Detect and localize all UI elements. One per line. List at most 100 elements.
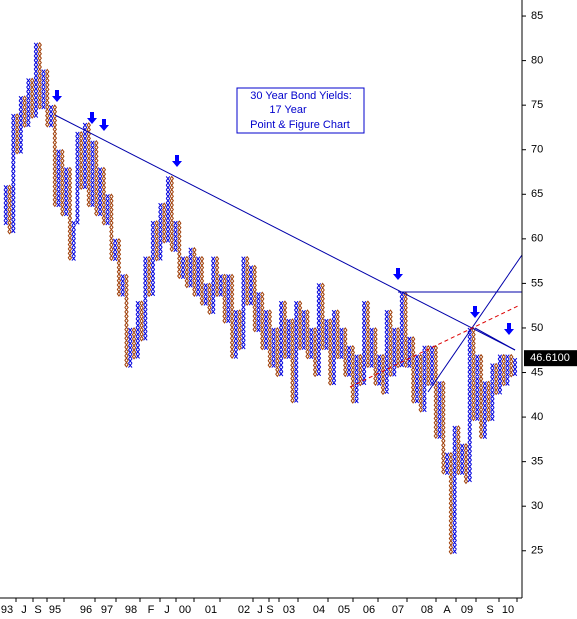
- o-column: [22, 95, 27, 128]
- o-column: [116, 237, 122, 297]
- arrow: [504, 323, 514, 335]
- o-column: [214, 255, 220, 298]
- x-column: [452, 425, 457, 554]
- x-column: [414, 354, 420, 404]
- x-tick-label: F: [148, 604, 155, 616]
- x-column: [444, 452, 450, 476]
- o-column: [37, 41, 42, 110]
- o-column: [192, 246, 197, 298]
- x-column: [135, 300, 140, 359]
- title-box: [236, 87, 365, 134]
- arrow: [52, 90, 62, 102]
- x-column: [241, 256, 246, 350]
- arrow: [99, 119, 109, 131]
- o-column: [335, 309, 340, 360]
- x-column: [18, 95, 24, 154]
- chart-title: 30 Year Bond Yields:: [250, 90, 352, 102]
- o-column: [509, 353, 514, 378]
- y-tick-label: 70: [531, 144, 543, 156]
- o-column: [124, 273, 129, 368]
- o-column: [471, 327, 476, 422]
- x-column: [158, 202, 163, 261]
- chart-title: 17 Year: [269, 104, 307, 116]
- o-column: [229, 273, 235, 359]
- o-column: [478, 353, 484, 440]
- x-column: [63, 167, 69, 217]
- o-column: [86, 122, 91, 208]
- x-tick-label: 96: [80, 604, 92, 616]
- o-column: [260, 291, 265, 351]
- arrow: [470, 306, 480, 318]
- trend-line-dashed: [349, 304, 521, 388]
- x-column: [105, 193, 110, 226]
- x-column: [97, 167, 103, 217]
- y-tick-label: 35: [531, 456, 543, 468]
- x-column: [233, 309, 239, 359]
- o-column: [101, 166, 107, 226]
- o-column: [493, 362, 499, 396]
- x-column: [467, 327, 472, 483]
- chart-title: Point & Figure Chart: [250, 119, 350, 131]
- x-column: [407, 336, 412, 368]
- x-column: [90, 140, 95, 208]
- x-tick-label: 03: [283, 604, 295, 616]
- y-tick-label: 55: [531, 277, 543, 289]
- x-tick-label: J: [21, 604, 27, 616]
- x-column: [475, 354, 480, 422]
- o-column: [380, 353, 386, 396]
- x-column: [3, 185, 8, 226]
- x-column: [211, 256, 216, 315]
- last-value-box: [524, 350, 577, 367]
- x-column: [256, 291, 261, 333]
- x-tick-label: 95: [49, 604, 61, 616]
- x-column: [173, 220, 178, 253]
- x-tick-label: 05: [338, 604, 350, 616]
- x-tick-label: 09: [461, 604, 473, 616]
- o-column: [373, 327, 378, 387]
- x-column: [497, 354, 503, 395]
- x-column: [505, 354, 510, 386]
- x-column: [41, 69, 46, 110]
- x-column: [429, 345, 435, 386]
- o-column: [388, 309, 393, 377]
- arrows: [52, 90, 514, 335]
- x-column: [218, 274, 223, 297]
- last-value-label: 46.6100: [530, 352, 570, 364]
- o-column: [441, 380, 446, 475]
- o-column: [177, 220, 182, 280]
- x-column: [48, 104, 54, 128]
- x-column: [331, 309, 337, 386]
- x-column: [278, 300, 284, 377]
- y-tick-label: 75: [531, 99, 543, 111]
- x-column: [188, 247, 193, 288]
- o-column: [207, 282, 212, 316]
- x-column: [195, 256, 201, 297]
- y-tick-label: 25: [531, 545, 543, 557]
- x-tick-label: 02: [238, 604, 250, 616]
- x-column: [346, 345, 352, 377]
- x-column: [203, 283, 208, 306]
- x-column: [324, 318, 329, 351]
- x-tick-label: 04: [313, 604, 325, 616]
- o-column: [267, 309, 273, 369]
- o-column: [327, 318, 333, 386]
- y-tick-label: 40: [531, 411, 543, 423]
- o-column: [244, 255, 250, 306]
- x-tick-label: A: [443, 604, 451, 616]
- o-column: [275, 327, 280, 378]
- x-tick-label: 08: [421, 604, 433, 616]
- x-tick-label: 01: [205, 604, 217, 616]
- o-column: [365, 300, 371, 369]
- o-column: [222, 273, 227, 324]
- x-column: [399, 291, 405, 368]
- x-column: [165, 176, 171, 243]
- o-column: [448, 451, 454, 555]
- y-tick-label: 60: [531, 233, 543, 245]
- x-column: [71, 220, 76, 261]
- x-column: [226, 274, 231, 324]
- y-tick-label: 50: [531, 322, 543, 334]
- x-column: [369, 327, 374, 368]
- x-tick-label: 93: [1, 604, 13, 616]
- x-column: [75, 131, 80, 225]
- trend-line: [474, 327, 516, 351]
